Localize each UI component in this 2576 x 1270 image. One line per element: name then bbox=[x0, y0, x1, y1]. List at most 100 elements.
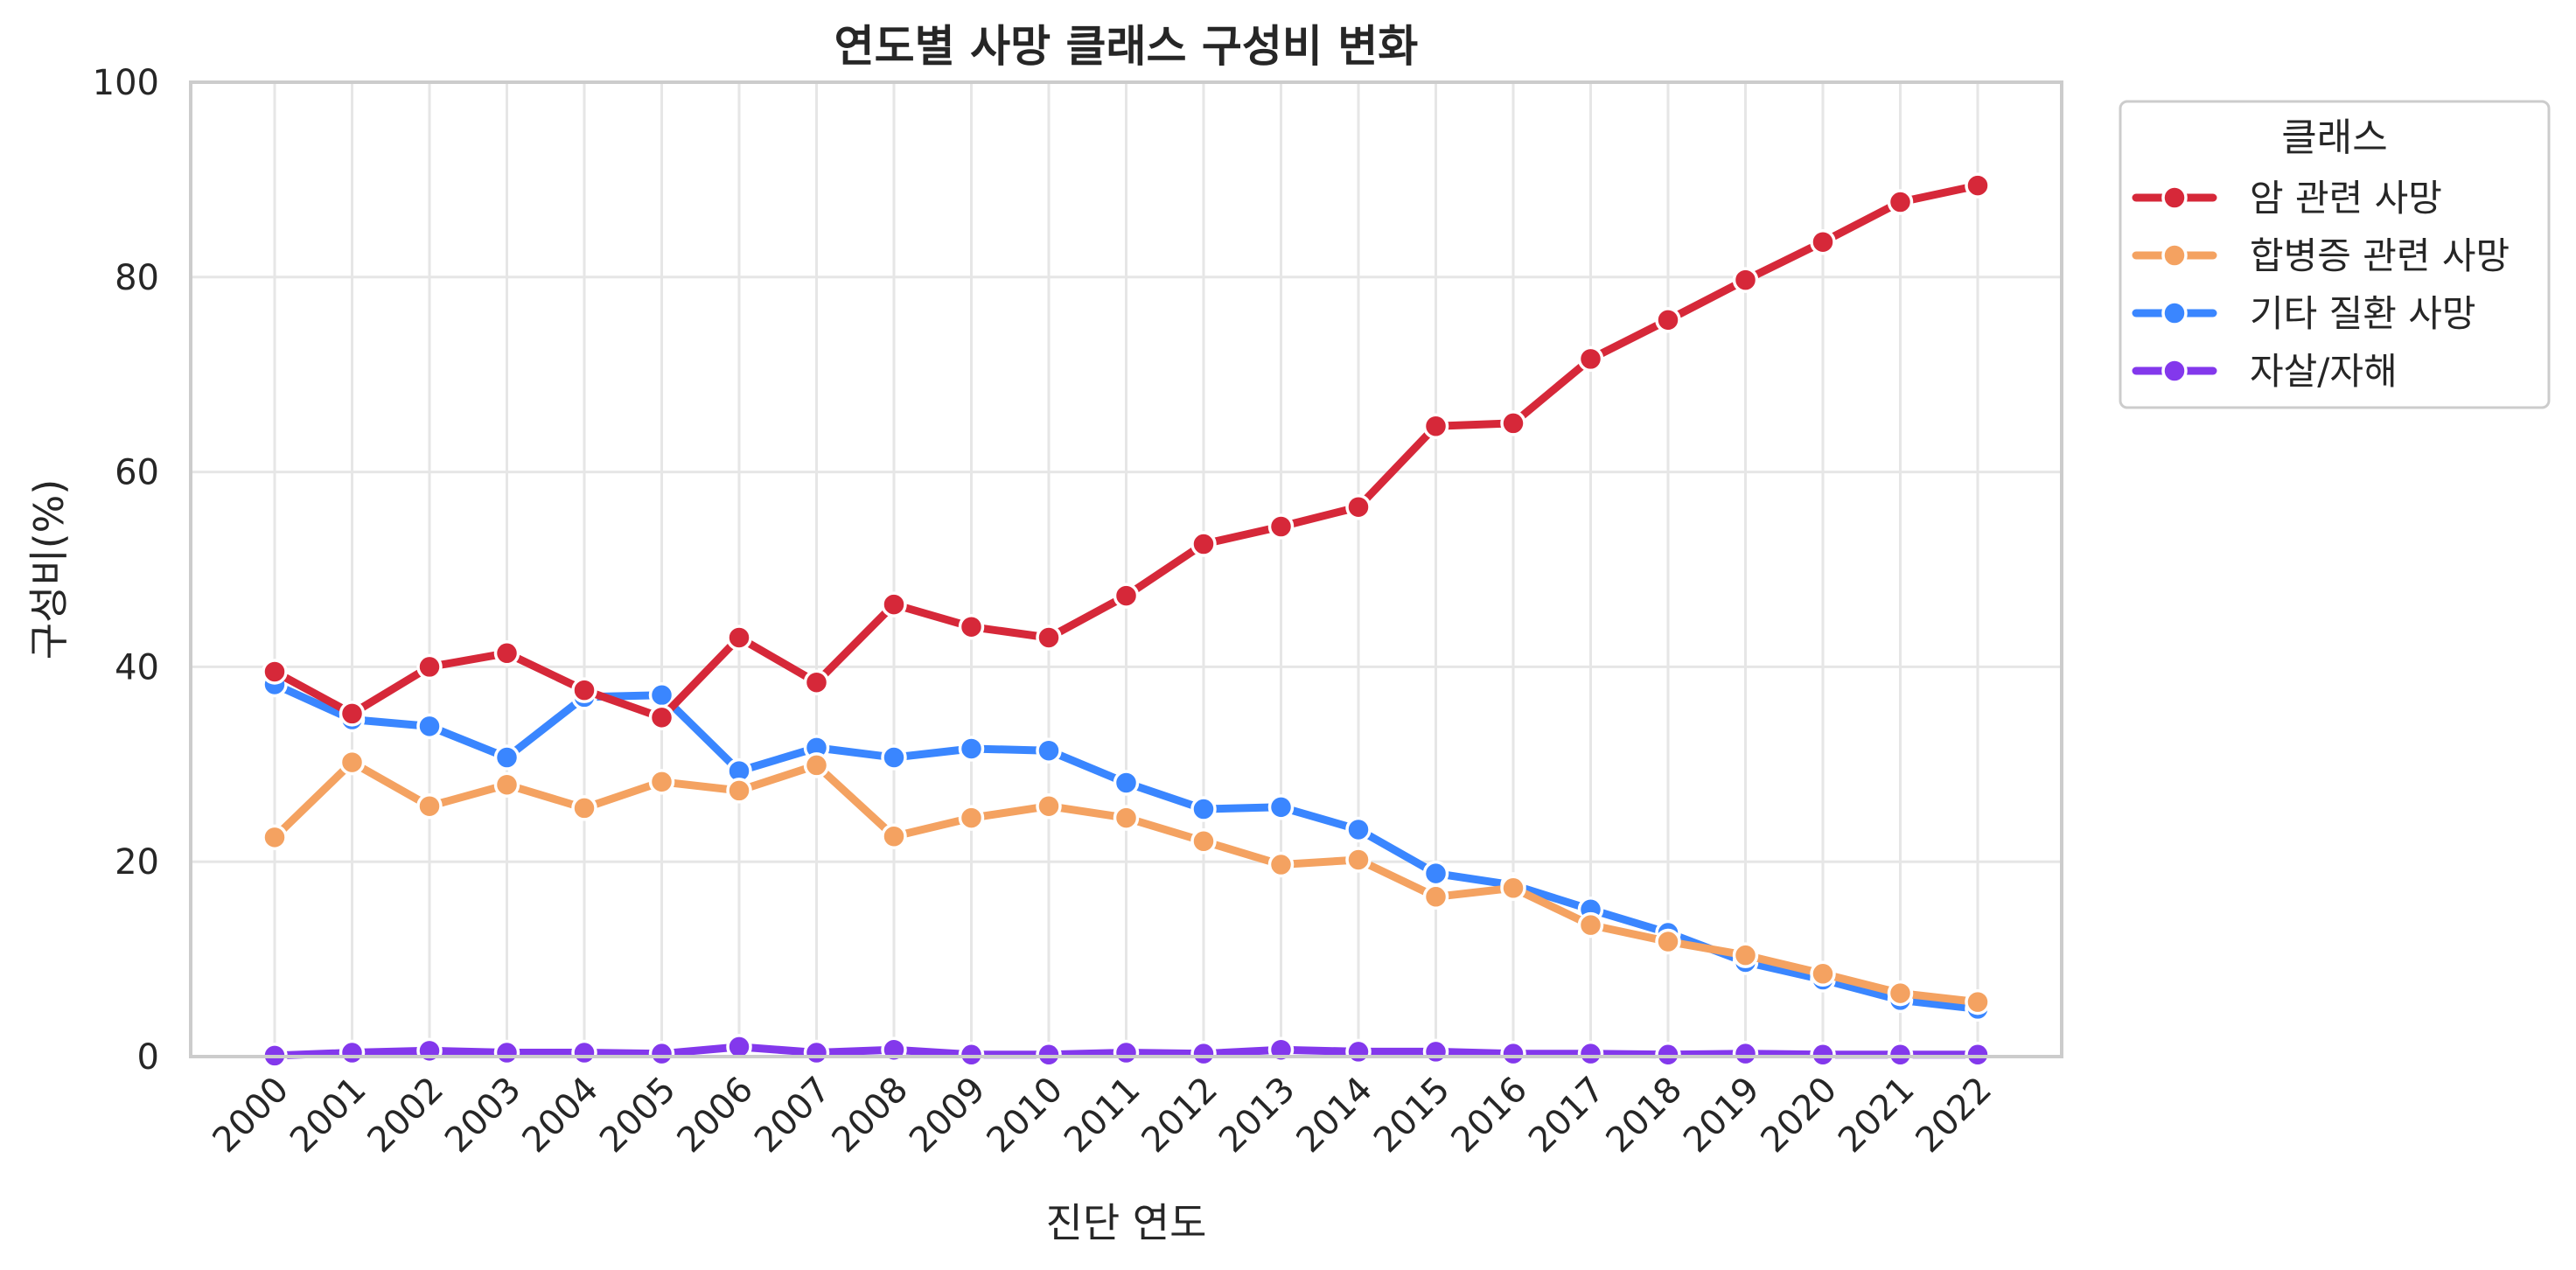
data-point bbox=[1190, 828, 1217, 855]
data-point bbox=[1732, 1040, 1759, 1067]
data-point bbox=[803, 669, 830, 695]
data-point bbox=[1655, 928, 1681, 955]
legend-swatch-marker bbox=[2161, 300, 2188, 326]
data-point bbox=[1345, 493, 1372, 520]
data-point bbox=[881, 823, 907, 849]
data-point bbox=[416, 792, 443, 820]
data-point bbox=[958, 736, 985, 762]
data-point bbox=[726, 1034, 752, 1060]
data-point bbox=[493, 1039, 520, 1066]
y-tick-label: 0 bbox=[137, 1037, 159, 1078]
data-point bbox=[1345, 1038, 1372, 1065]
data-point bbox=[1267, 513, 1295, 540]
legend-item: 기타 질환 사망 bbox=[2132, 292, 2476, 335]
data-point bbox=[803, 752, 830, 778]
data-point bbox=[648, 769, 675, 795]
data-point bbox=[1887, 189, 1914, 215]
data-point bbox=[648, 1040, 675, 1067]
data-point bbox=[1113, 583, 1140, 609]
data-point bbox=[339, 749, 366, 776]
data-point bbox=[1810, 960, 1836, 987]
y-tick-label: 40 bbox=[115, 647, 159, 687]
data-point bbox=[416, 653, 443, 680]
data-point bbox=[726, 625, 752, 651]
data-point bbox=[571, 677, 597, 703]
legend-label: 자살/자해 bbox=[2250, 350, 2398, 393]
legend-label: 기타 질환 사망 bbox=[2250, 292, 2476, 335]
legend-title: 클래스 bbox=[2281, 115, 2387, 160]
y-tick-label: 60 bbox=[115, 453, 159, 493]
chart-title: 연도별 사망 클래스 구성비 변화 bbox=[834, 21, 1419, 72]
data-point bbox=[1422, 413, 1449, 439]
data-point bbox=[1655, 1042, 1681, 1068]
data-point bbox=[1267, 794, 1295, 820]
legend-item: 자살/자해 bbox=[2132, 350, 2398, 393]
data-point bbox=[881, 591, 907, 618]
data-point bbox=[262, 659, 288, 685]
data-point bbox=[1577, 911, 1604, 939]
data-point bbox=[648, 704, 675, 731]
data-point bbox=[1965, 172, 1991, 199]
data-point bbox=[1500, 1040, 1526, 1067]
data-point bbox=[1810, 228, 1836, 255]
series-group bbox=[262, 172, 1991, 731]
legend-swatch-marker bbox=[2161, 242, 2188, 269]
data-point bbox=[1345, 847, 1372, 873]
series-group bbox=[262, 749, 1991, 1015]
data-point bbox=[1190, 796, 1217, 822]
data-point bbox=[1113, 1039, 1140, 1066]
data-point bbox=[1500, 410, 1526, 436]
data-point bbox=[262, 824, 288, 851]
series-layer bbox=[262, 172, 1991, 1069]
data-point bbox=[726, 778, 752, 804]
data-point bbox=[1965, 988, 1991, 1015]
legend-label: 암 관련 사망 bbox=[2250, 177, 2442, 220]
data-point bbox=[339, 701, 366, 727]
data-point bbox=[1036, 1042, 1062, 1068]
data-point bbox=[958, 1042, 985, 1068]
data-point bbox=[1113, 770, 1140, 796]
data-point bbox=[1732, 942, 1759, 968]
data-point bbox=[1190, 531, 1217, 557]
legend-box bbox=[2119, 100, 2551, 409]
data-point bbox=[571, 1039, 597, 1066]
data-point bbox=[958, 805, 985, 831]
data-point bbox=[1036, 625, 1062, 651]
data-point bbox=[571, 795, 597, 821]
series-group bbox=[262, 1034, 1991, 1069]
data-point bbox=[1887, 1042, 1914, 1068]
data-point bbox=[1577, 1040, 1604, 1067]
legend-label: 합병증 관련 사망 bbox=[2250, 234, 2510, 277]
y-axis-title: 구성비(%) bbox=[25, 479, 73, 660]
data-point bbox=[1036, 737, 1062, 764]
data-point bbox=[958, 613, 985, 640]
data-point bbox=[1577, 345, 1604, 373]
data-point bbox=[1422, 1038, 1449, 1065]
data-point bbox=[1655, 307, 1681, 333]
y-tick-label: 80 bbox=[115, 258, 159, 298]
data-point bbox=[1887, 980, 1914, 1007]
data-point bbox=[1190, 1040, 1217, 1067]
legend-swatch-marker bbox=[2161, 185, 2188, 211]
data-point bbox=[1810, 1042, 1836, 1068]
data-point bbox=[881, 744, 907, 771]
data-point bbox=[1965, 1042, 1991, 1068]
data-point bbox=[339, 1039, 366, 1066]
legend-item: 암 관련 사망 bbox=[2132, 177, 2442, 220]
y-tick-labels: 0 20 40 60 80 100 bbox=[93, 63, 159, 1078]
data-point bbox=[493, 640, 520, 666]
data-point bbox=[1422, 860, 1449, 887]
grid-layer bbox=[191, 80, 2062, 1058]
data-point bbox=[416, 1037, 443, 1064]
data-point bbox=[1422, 883, 1449, 911]
y-tick-label: 100 bbox=[93, 63, 159, 103]
data-point bbox=[1345, 816, 1372, 843]
legend-item: 합병증 관련 사망 bbox=[2132, 234, 2510, 277]
data-point bbox=[1267, 851, 1295, 878]
data-point bbox=[416, 713, 443, 740]
legend-swatch-marker bbox=[2161, 358, 2188, 384]
